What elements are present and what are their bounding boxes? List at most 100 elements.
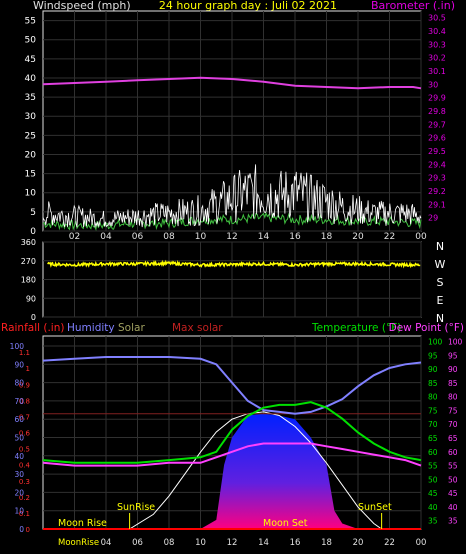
rain-tick-label: 1 [26, 365, 30, 373]
top-x-tick-label: 12 [226, 232, 237, 242]
moonrise-axis-label: MoonRise [58, 538, 99, 548]
sun-moon-markers [129, 513, 383, 529]
rain-tick-label: 0 [26, 526, 30, 534]
top-right-tick-label: 30 [428, 80, 438, 89]
dewpoint-line [42, 442, 422, 467]
windspeed-label: Windspeed (mph) [33, 0, 131, 12]
dewpoint-tick-label: 65 [448, 434, 458, 443]
compass-s: S [437, 276, 444, 289]
top-series [42, 76, 422, 231]
rain-tick-label: 0.8 [19, 397, 30, 405]
top-right-tick-label: 30.3 [428, 40, 446, 49]
temperature-tick-label: 75 [428, 406, 438, 415]
main-x-tick-label: 00 [416, 538, 427, 548]
top-left-tick-label: 10 [25, 189, 37, 199]
dewpoint-tick-label: 85 [448, 379, 458, 388]
top-x-tick-label: 00 [415, 232, 427, 242]
dewpoint-tick-label: 90 [448, 365, 458, 374]
top-left-tick-label: 40 [25, 74, 37, 84]
direction-tick-label: 90 [26, 294, 36, 303]
dewpoint-tick-label: 40 [448, 503, 458, 512]
temperature-label: Temperature (°F) [311, 322, 401, 334]
top-right-tick-label: 29.8 [428, 107, 446, 116]
rain-ticks: 0 0.1 0.2 0.3 0.4 0.5 0.6 0.7 0.8 0.9 1 1.1 [19, 349, 31, 534]
top-left-tick-label: 50 [25, 36, 37, 46]
top-x-tick-label: 08 [163, 232, 175, 242]
humidity-tick-label: 80 [14, 379, 24, 388]
rain-tick-label: 0.9 [19, 381, 30, 389]
temperature-tick-label: 90 [428, 365, 438, 374]
humidity-tick-label: 30 [14, 470, 24, 479]
temperature-tick-label: 45 [428, 489, 438, 498]
top-left-tick-label: 15 [25, 170, 36, 180]
main-x-tick-label: 04 [101, 538, 112, 548]
top-x-tick-label: 18 [321, 232, 333, 242]
temperature-tick-label: 35 [428, 517, 438, 526]
humidity-tick-label: 40 [14, 452, 24, 461]
barometer-label: Barometer (.in) [371, 0, 455, 12]
top-left-tick-label: 0 [30, 227, 36, 237]
sunset-label: SunSet [358, 502, 392, 513]
top-x-tick-label: 10 [195, 232, 207, 242]
top-right-ticks: 29 29.1 29.2 29.3 29.4 29.5 29.6 29.7 29.8 29.9 30… [428, 14, 446, 223]
dewpoint-tick-label: 70 [448, 420, 458, 429]
top-x-tick-label: 02 [69, 232, 80, 242]
top-right-tick-label: 29.1 [428, 200, 446, 209]
top-left-tick-label: 25 [25, 131, 36, 141]
direction-grid [43, 241, 422, 318]
maxsolar-label: Max solar [172, 322, 223, 334]
moonrise-label: Moon Rise [58, 518, 107, 529]
graph-title: 24 hour graph day : Juli 02 2021 [159, 0, 337, 12]
dewpoint-tick-label: 45 [448, 489, 458, 498]
moonset-label: Moon Set [263, 518, 308, 529]
top-right-tick-label: 30.5 [428, 14, 446, 23]
top-left-tick-label: 30 [25, 112, 37, 122]
main-x-tick-label: 22 [384, 538, 395, 548]
top-left-tick-label: 45 [25, 55, 36, 65]
main-x-tick-label: 06 [132, 538, 143, 548]
temperature-tick-label: 55 [428, 462, 438, 471]
rain-tick-label: 0.7 [19, 413, 30, 421]
top-x-tick-label: 16 [289, 232, 301, 242]
humidity-label: Humidity [67, 322, 115, 334]
humidity-tick-label: 70 [14, 397, 24, 406]
top-right-tick-label: 29.7 [428, 120, 446, 129]
rain-tick-label: 0.5 [19, 446, 30, 454]
top-x-ticks: 02 04 06 08 10 12 14 16 18 20 22 00 [69, 232, 427, 242]
main-x-ticks: 04 06 08 10 12 14 16 18 20 22 00 [101, 538, 427, 548]
temperature-tick-label: 95 [428, 351, 438, 360]
top-left-tick-label: 5 [30, 208, 36, 218]
top-left-tick-label: 55 [25, 17, 36, 27]
top-right-tick-label: 29.2 [428, 187, 446, 196]
dewpoint-tick-label: 95 [448, 351, 458, 360]
maxsolar-line [43, 411, 421, 530]
dewpoint-tick-label: 50 [448, 475, 458, 484]
humidity-tick-label: 60 [14, 415, 24, 424]
temperature-tick-label: 65 [428, 434, 438, 443]
main-x-tick-label: 16 [290, 538, 301, 548]
wind-direction-line [47, 259, 421, 269]
top-grid [43, 11, 422, 232]
direction-ticks: 0 90 180 270 360 [21, 238, 36, 322]
rain-tick-label: 0.2 [19, 494, 30, 502]
windspeed-line [42, 164, 422, 228]
dewpoint-tick-label: 75 [448, 406, 458, 415]
rain-tick-label: 0.4 [19, 462, 31, 470]
rain-tick-label: 0.1 [19, 510, 30, 518]
rainfall-label: Rainfall (.in) [1, 322, 64, 334]
top-right-tick-label: 29.6 [428, 134, 446, 143]
compass-e: E [437, 294, 444, 307]
direction-tick-label: 0 [31, 313, 36, 322]
top-right-tick-label: 29.5 [428, 147, 446, 156]
humidity-tick-label: 90 [14, 360, 24, 369]
temperature-tick-label: 70 [428, 420, 438, 429]
temperature-tick-label: 85 [428, 379, 438, 388]
humidity-tick-label: 0 [19, 525, 24, 534]
temperature-tick-label: 50 [428, 475, 438, 484]
humidity-tick-label: 20 [14, 488, 24, 497]
main-x-tick-label: 20 [353, 538, 364, 548]
humidity-tick-label: 100 [10, 342, 25, 351]
humidity-tick-label: 10 [14, 507, 24, 516]
top-right-tick-label: 29.3 [428, 174, 446, 183]
